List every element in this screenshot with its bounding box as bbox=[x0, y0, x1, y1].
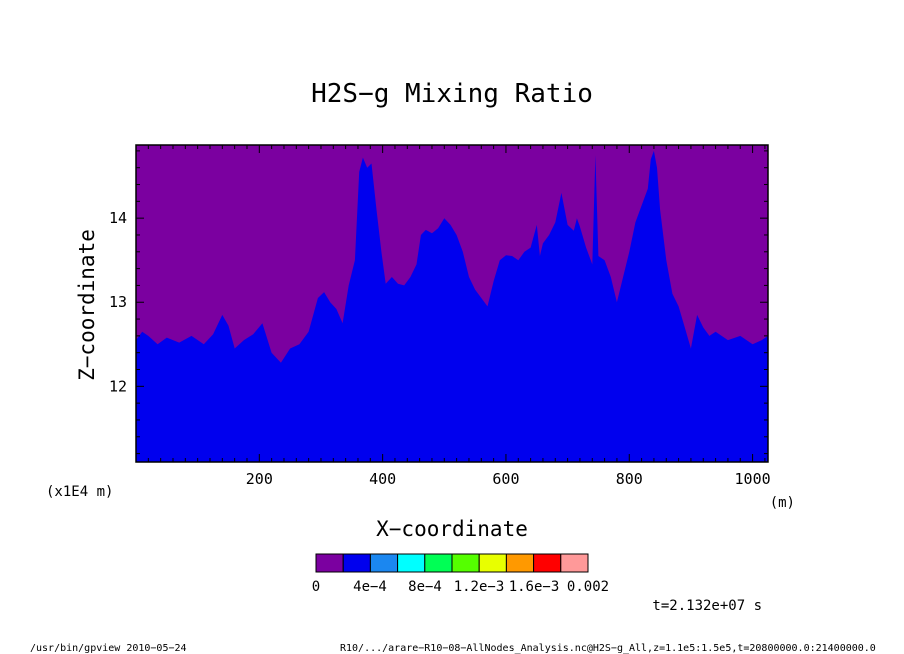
x-tick-label: 800 bbox=[616, 470, 643, 488]
colorbar-swatch bbox=[560, 553, 589, 573]
colorbar-swatch bbox=[533, 553, 562, 573]
colorbar-swatch bbox=[505, 553, 535, 573]
colorbar-swatch bbox=[424, 553, 453, 573]
low-region bbox=[136, 150, 768, 462]
colorbar-label: 0 bbox=[312, 579, 320, 595]
colorbar-swatch bbox=[397, 553, 426, 573]
colorbar-swatch bbox=[342, 553, 371, 573]
y-tick-label: 12 bbox=[109, 377, 127, 395]
colorbar-label: 0.002 bbox=[567, 579, 609, 595]
x-tick-label: 200 bbox=[246, 470, 273, 488]
plot-area bbox=[135, 144, 769, 463]
x-tick-label: 1000 bbox=[735, 470, 771, 488]
x-tick-label: 600 bbox=[492, 470, 519, 488]
time-label: t=2.132e+07 s bbox=[652, 598, 762, 614]
colorbar-swatch bbox=[315, 553, 344, 573]
footer-right: R10/.../arare−R10−08−AllNodes_Analysis.n… bbox=[340, 643, 876, 654]
x-axis-unit: (m) bbox=[770, 495, 795, 511]
y-tick-label: 14 bbox=[109, 209, 127, 227]
plot-frame bbox=[135, 144, 769, 463]
chart-title: H2S−g Mixing Ratio bbox=[311, 79, 593, 109]
colorbar-label: 4e−4 bbox=[353, 579, 387, 595]
x-axis-label: X−coordinate bbox=[376, 517, 528, 541]
y-tick-label: 13 bbox=[109, 293, 127, 311]
footer-left: /usr/bin/gpview 2010−05−24 bbox=[30, 643, 187, 654]
colorbar-swatch bbox=[451, 553, 480, 573]
y-axis-label: Z−coordinate bbox=[75, 229, 99, 381]
x-tick-label: 400 bbox=[369, 470, 396, 488]
colorbar-swatch bbox=[369, 553, 399, 573]
y-axis-unit: (x1E4 m) bbox=[46, 484, 113, 500]
colorbar-label: 1.6e−3 bbox=[509, 579, 560, 595]
colorbar-label: 8e−4 bbox=[408, 579, 442, 595]
colorbar-swatch bbox=[478, 553, 507, 573]
colorbar: 0 4e−4 8e−4 1.2e−3 1.6e−3 0.002 bbox=[312, 553, 609, 595]
x-axis-ticks: 200 400 600 800 1000 bbox=[147, 145, 771, 488]
colorbar-label: 1.2e−3 bbox=[454, 579, 505, 595]
y-axis-ticks: 12 13 14 bbox=[109, 150, 768, 455]
